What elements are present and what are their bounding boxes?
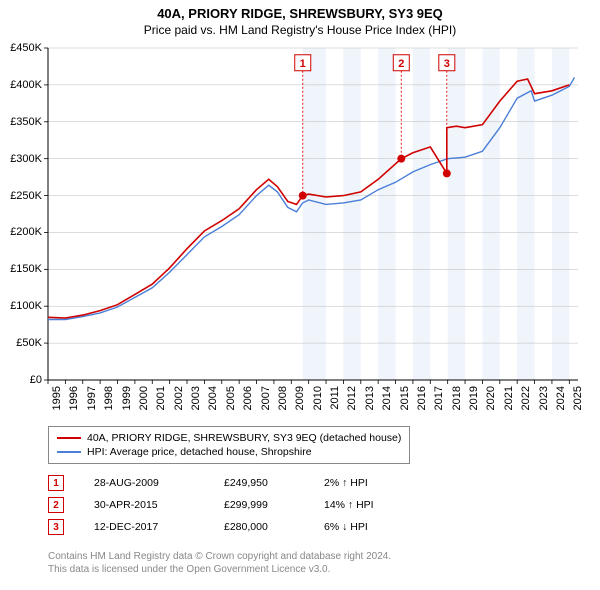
x-tick-label: 1996 — [68, 386, 80, 410]
legend-label: HPI: Average price, detached house, Shro… — [87, 446, 312, 458]
svg-text:2: 2 — [398, 58, 404, 70]
x-tick-label: 2020 — [485, 386, 497, 410]
svg-text:1: 1 — [300, 58, 306, 70]
sale-row: 3 12-DEC-2017 £280,000 6% ↓ HPI — [48, 516, 414, 538]
x-tick-label: 2023 — [538, 386, 550, 410]
legend-swatch — [57, 437, 81, 439]
y-tick-label: £50K — [16, 337, 42, 349]
y-tick-label: £250K — [10, 190, 42, 202]
x-tick-label: 2010 — [312, 386, 324, 410]
attribution: Contains HM Land Registry data © Crown c… — [48, 550, 391, 576]
x-tick-label: 2021 — [503, 386, 515, 410]
x-tick-label: 1995 — [51, 386, 63, 410]
sale-date: 30-APR-2015 — [94, 499, 194, 511]
sale-marker-box: 3 — [48, 519, 64, 535]
legend-item: HPI: Average price, detached house, Shro… — [57, 445, 401, 459]
x-axis-labels: 1995 1996 1997 1998 1999 2000 2001 2002 2003 2004… — [48, 382, 578, 422]
x-tick-label: 2009 — [294, 386, 306, 410]
sale-date: 12-DEC-2017 — [94, 521, 194, 533]
sale-diff: 14% ↑ HPI — [324, 499, 414, 511]
svg-text:3: 3 — [444, 58, 450, 70]
y-tick-label: £150K — [10, 263, 42, 275]
x-tick-label: 2014 — [381, 386, 393, 410]
y-tick-label: £100K — [10, 300, 42, 312]
x-tick-label: 2025 — [572, 386, 584, 410]
chart-title: 40A, PRIORY RIDGE, SHREWSBURY, SY3 9EQ — [0, 0, 600, 21]
x-tick-label: 2022 — [520, 386, 532, 410]
x-tick-label: 2024 — [555, 386, 567, 410]
sale-price: £249,950 — [224, 477, 294, 489]
sale-price: £280,000 — [224, 521, 294, 533]
x-tick-label: 2000 — [138, 386, 150, 410]
x-tick-label: 2001 — [155, 386, 167, 410]
sales-table: 1 28-AUG-2009 £249,950 2% ↑ HPI 2 30-APR-2015… — [48, 472, 414, 538]
x-tick-label: 2005 — [225, 386, 237, 410]
x-tick-label: 2016 — [416, 386, 428, 410]
chart-area: 1 2 3 — [48, 48, 578, 380]
x-tick-label: 2011 — [329, 386, 341, 410]
legend: 40A, PRIORY RIDGE, SHREWSBURY, SY3 9EQ (… — [48, 426, 410, 464]
y-tick-label: £450K — [10, 42, 42, 54]
x-tick-label: 2015 — [399, 386, 411, 410]
x-tick-label: 1999 — [121, 386, 133, 410]
sale-diff: 6% ↓ HPI — [324, 521, 414, 533]
sale-diff: 2% ↑ HPI — [324, 477, 414, 489]
y-tick-label: £300K — [10, 153, 42, 165]
y-axis-labels: £0£50K£100K£150K£200K£250K£300K£350K£400… — [0, 48, 46, 380]
y-tick-label: £400K — [10, 79, 42, 91]
legend-item: 40A, PRIORY RIDGE, SHREWSBURY, SY3 9EQ (… — [57, 431, 401, 445]
x-tick-label: 1998 — [103, 386, 115, 410]
x-tick-label: 2013 — [364, 386, 376, 410]
y-tick-label: £350K — [10, 116, 42, 128]
x-tick-label: 2008 — [277, 386, 289, 410]
y-tick-label: £0 — [30, 374, 42, 386]
attribution-line-2: This data is licensed under the Open Gov… — [48, 563, 391, 576]
chart-svg: 1 2 3 — [48, 48, 578, 380]
legend-label: 40A, PRIORY RIDGE, SHREWSBURY, SY3 9EQ (… — [87, 432, 401, 444]
legend-swatch — [57, 451, 81, 453]
x-tick-label: 2003 — [190, 386, 202, 410]
sale-row: 1 28-AUG-2009 £249,950 2% ↑ HPI — [48, 472, 414, 494]
sale-marker-box: 2 — [48, 497, 64, 513]
x-tick-label: 2007 — [260, 386, 272, 410]
x-tick-label: 2017 — [433, 386, 445, 410]
x-tick-label: 2018 — [451, 386, 463, 410]
sale-date: 28-AUG-2009 — [94, 477, 194, 489]
x-tick-label: 2004 — [207, 386, 219, 410]
container: 40A, PRIORY RIDGE, SHREWSBURY, SY3 9EQ P… — [0, 0, 600, 590]
sale-marker-box: 1 — [48, 475, 64, 491]
sale-price: £299,999 — [224, 499, 294, 511]
chart-subtitle: Price paid vs. HM Land Registry's House … — [0, 21, 600, 37]
y-tick-label: £200K — [10, 226, 42, 238]
x-tick-label: 2006 — [242, 386, 254, 410]
attribution-line-1: Contains HM Land Registry data © Crown c… — [48, 550, 391, 563]
x-tick-label: 2012 — [346, 386, 358, 410]
sale-row: 2 30-APR-2015 £299,999 14% ↑ HPI — [48, 494, 414, 516]
x-tick-label: 2019 — [468, 386, 480, 410]
x-tick-label: 2002 — [173, 386, 185, 410]
x-tick-label: 1997 — [86, 386, 98, 410]
